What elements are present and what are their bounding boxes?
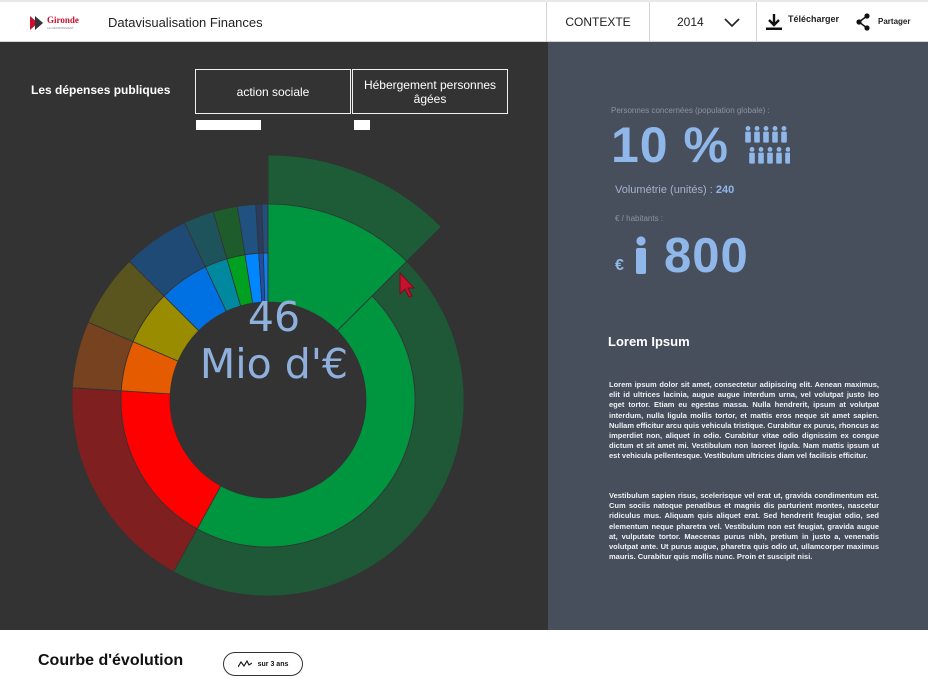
inner-ring-segment-green-large[interactable]	[196, 252, 416, 548]
mouse-cursor-icon	[399, 272, 415, 298]
logo-icon	[30, 16, 43, 30]
app-title: Datavisualisation Finances	[108, 15, 263, 30]
section-title: Les dépenses publiques	[31, 83, 171, 97]
euro-symbol: €	[615, 257, 624, 274]
evolution-title: Courbe d'évolution	[38, 652, 184, 669]
sunburst-chart	[71, 154, 465, 597]
share-icon[interactable]	[855, 13, 871, 31]
breadcrumb-indicator	[354, 120, 370, 130]
person-icon	[636, 236, 646, 274]
period-label: sur 3 ans	[257, 660, 289, 668]
person-figure-icon	[763, 126, 769, 143]
total-value: 46	[247, 293, 301, 341]
highlight-inner-segment-green-large[interactable]	[267, 203, 408, 332]
nav-divider	[756, 2, 757, 42]
person-figure-icon	[781, 126, 787, 143]
breadcrumb-hebergement[interactable]: Hébergement personnes âgées	[352, 69, 508, 114]
person-figure-icon	[758, 147, 764, 164]
person-figure-icon	[776, 147, 782, 164]
person-figure-icon	[785, 147, 790, 164]
trend-line-icon	[237, 660, 252, 668]
person-figure-icon	[749, 147, 755, 164]
persons-percent: 10 %	[611, 117, 729, 173]
chevron-down-icon[interactable]	[724, 16, 740, 28]
year-value: 2014	[677, 15, 704, 29]
per-inhabitant-value: 800	[664, 229, 749, 283]
outer-ring-segment-bright-blue[interactable]	[261, 203, 269, 254]
volume-label: Volumétrie (unités) :	[615, 184, 713, 196]
info-paragraph: Lorem ipsum dolor sit amet, consectetur …	[609, 380, 879, 461]
total-unit: Mio d'€	[199, 340, 349, 388]
top-bar: Gironde LE DÉPARTEMENT Datavisualisation…	[0, 0, 928, 42]
logo-text: Gironde	[47, 15, 79, 25]
breadcrumb-action-sociale[interactable]: action sociale	[195, 69, 351, 114]
gironde-logo[interactable]: Gironde LE DÉPARTEMENT	[28, 14, 82, 34]
person-figure-icon	[772, 126, 778, 143]
share-button[interactable]: Partager	[878, 17, 911, 26]
logo-subtext: LE DÉPARTEMENT	[47, 26, 74, 30]
person-figure-icon	[767, 147, 773, 164]
volume-value: 240	[715, 184, 735, 196]
people-group-icon	[745, 126, 790, 164]
year-select[interactable]: 2014	[650, 2, 756, 42]
download-icon[interactable]	[765, 13, 783, 31]
download-button[interactable]: Télécharger	[788, 14, 840, 24]
info-paragraph: Vestibulum sapien risus, scelerisque vel…	[609, 491, 879, 562]
breadcrumb-indicator	[196, 120, 261, 130]
nav-divider	[546, 2, 547, 42]
volume-line: Volumétrie (unités) : 240	[615, 184, 734, 196]
per-inhabitant-label: € / habitants :	[615, 214, 664, 223]
stats-panel: Personnes concernées (population globale…	[548, 42, 928, 630]
period-button[interactable]: sur 3 ans	[223, 652, 303, 676]
nav-divider	[649, 2, 650, 42]
info-title: Lorem Ipsum	[608, 334, 690, 349]
person-figure-icon	[745, 126, 751, 143]
chart-center-total: 46 Mio d'€	[186, 294, 362, 388]
persons-label: Personnes concernées (population globale…	[611, 106, 770, 115]
person-figure-icon	[754, 126, 760, 143]
context-button[interactable]: CONTEXTE	[565, 15, 631, 29]
